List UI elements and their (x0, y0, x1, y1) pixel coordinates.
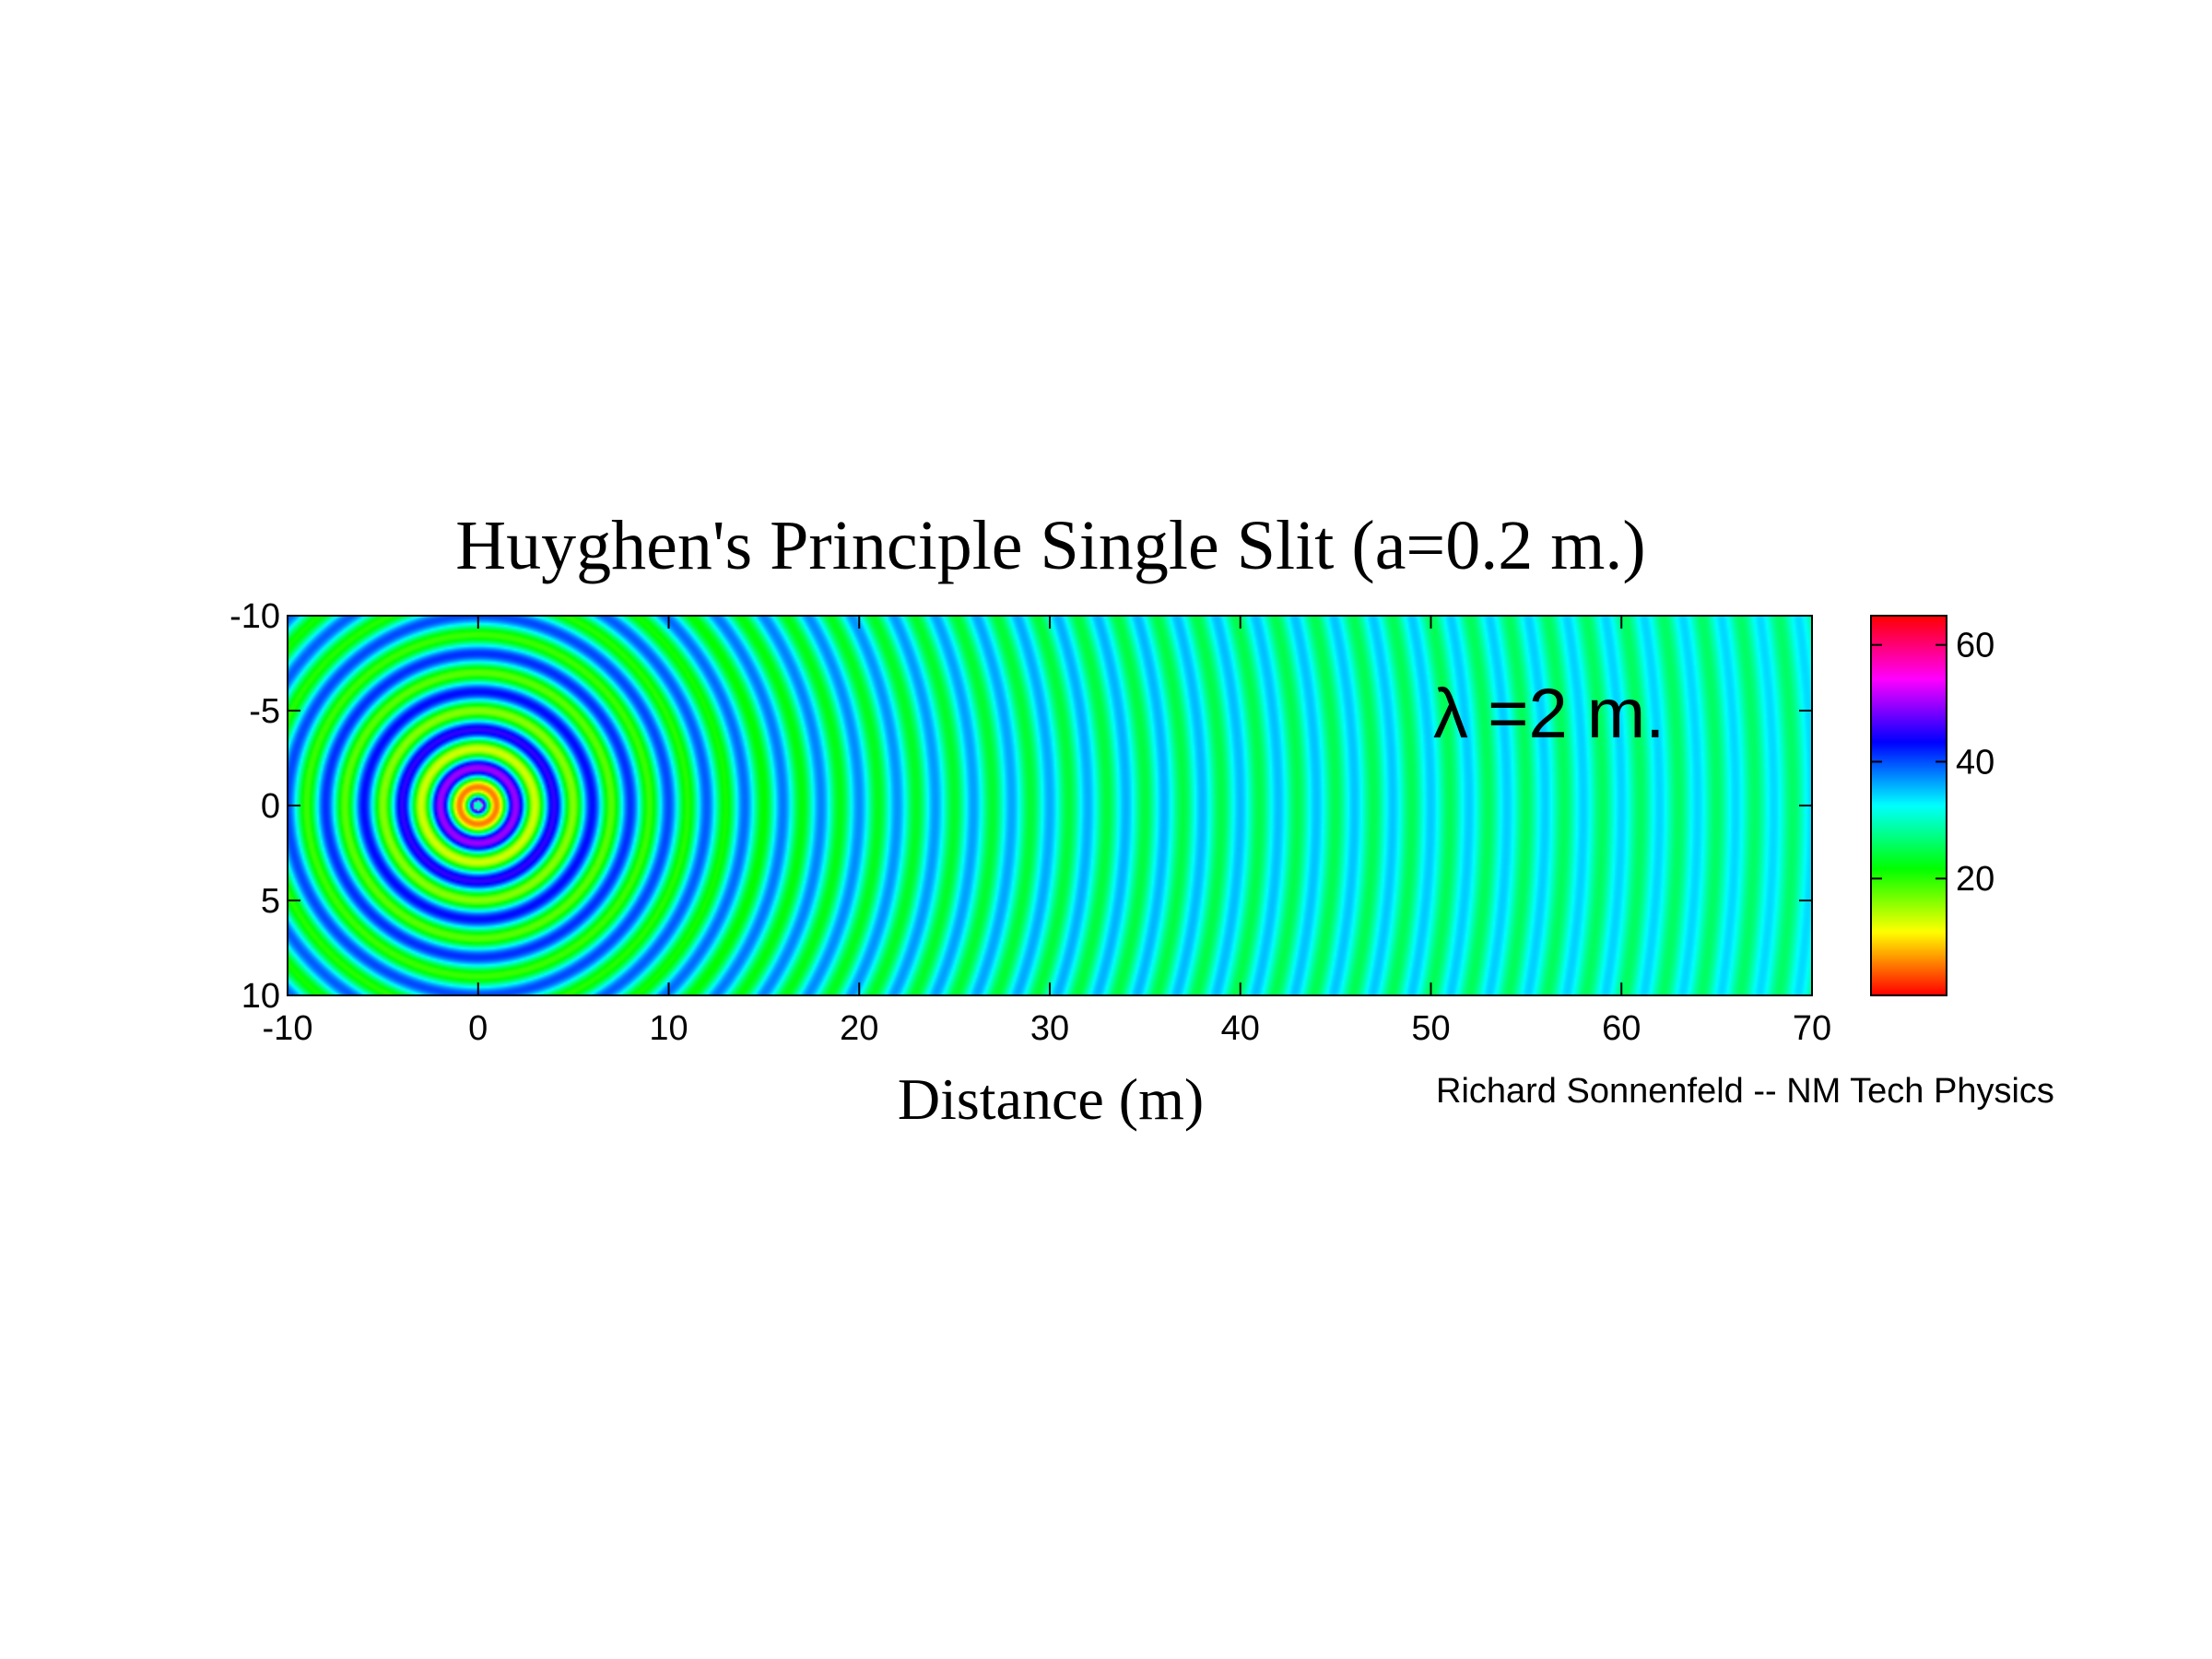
x-tick-label: -10 (263, 1009, 313, 1048)
x-tick-label: 70 (1793, 1009, 1831, 1048)
x-tick-label: 50 (1411, 1009, 1450, 1048)
colorbar-gradient (1871, 616, 1947, 995)
x-axis-label: Distance (m) (898, 1066, 1204, 1132)
heatmap-plot (287, 615, 1813, 996)
wavelength-annotation: λ =2 m. (1433, 675, 1665, 753)
chart-title: Huyghen's Principle Single Slit (a=0.2 m… (455, 507, 1645, 584)
colorbar: 20 40 60 (1870, 615, 1994, 996)
x-tick-label: 60 (1602, 1009, 1641, 1048)
colorbar-ticks: 20 40 60 (1871, 627, 1994, 899)
y-tick-label: -10 (229, 597, 280, 636)
heatmap-image (288, 616, 1812, 995)
credit-text: Richard Sonnenfeld -- NM Tech Physics (1436, 1072, 2054, 1111)
y-axis: -10 -5 0 5 10 (229, 597, 1812, 1016)
y-tick-label: 0 (261, 787, 280, 826)
x-tick-label: 20 (840, 1009, 878, 1048)
y-tick-label: 5 (261, 882, 280, 921)
x-tick-label: 40 (1221, 1009, 1260, 1048)
colorbar-frame (1870, 615, 1947, 996)
colorbar-tick-label: 60 (1956, 627, 1994, 665)
y-tick-label: -5 (249, 692, 280, 731)
x-tick-label: 30 (1030, 1009, 1069, 1048)
colorbar-tick-label: 20 (1956, 860, 1994, 899)
x-tick-label: 0 (468, 1009, 488, 1048)
y-tick-label: 10 (241, 977, 280, 1016)
colorbar-tick-label: 40 (1956, 743, 1994, 782)
x-tick-label: 10 (649, 1009, 688, 1048)
x-axis: -10 0 10 20 30 40 50 60 70 (263, 616, 1831, 1048)
